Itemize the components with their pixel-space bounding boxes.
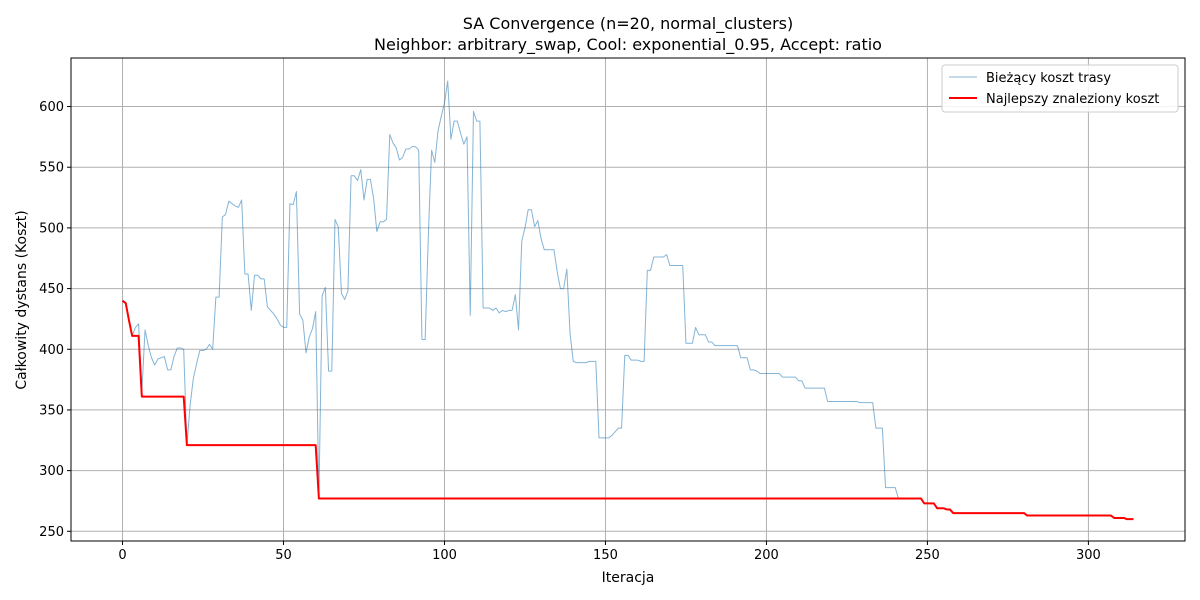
legend-best-cost-label: Najlepszy znaleziony koszt <box>986 92 1159 107</box>
y-tick-label: 250 <box>39 525 64 540</box>
y-tick-label: 350 <box>39 403 64 418</box>
plot-area-frame <box>70 57 1186 542</box>
chart-subtitle: Neighbor: arbitrary_swap, Cool: exponent… <box>374 35 882 55</box>
x-axis-label: Iteracja <box>602 570 655 586</box>
legend-box <box>941 64 1179 113</box>
best-cost-line <box>121 299 1134 521</box>
grid <box>71 58 1185 541</box>
x-tick-label: 150 <box>593 548 618 563</box>
y-tick-label: 300 <box>39 464 64 479</box>
x-tick-label: 0 <box>118 548 126 563</box>
x-tick-label: 100 <box>432 548 457 563</box>
y-tick-label: 600 <box>39 100 64 115</box>
legend: Bieżący koszt trasy Najlepszy znaleziony… <box>941 64 1179 113</box>
series-layer <box>121 80 1134 521</box>
y-tick-label: 500 <box>39 221 64 236</box>
current-cost-line <box>122 80 905 500</box>
y-tick-label: 400 <box>39 343 64 358</box>
legend-current-cost-label: Bieżący koszt trasy <box>986 71 1111 86</box>
axis-ticks: 0 50 100 150 200 250 300 250 300 350 400 450 500 550 6… <box>39 100 1101 563</box>
x-tick-label: 300 <box>1076 548 1101 563</box>
x-tick-label: 50 <box>275 548 292 563</box>
x-tick-label: 200 <box>754 548 779 563</box>
y-tick-label: 550 <box>39 161 64 176</box>
y-tick-label: 450 <box>39 282 64 297</box>
y-axis-label: Całkowity dystans (Koszt) <box>14 210 30 389</box>
x-tick-label: 250 <box>915 548 940 563</box>
chart-title: SA Convergence (n=20, normal_clusters) <box>463 14 793 34</box>
